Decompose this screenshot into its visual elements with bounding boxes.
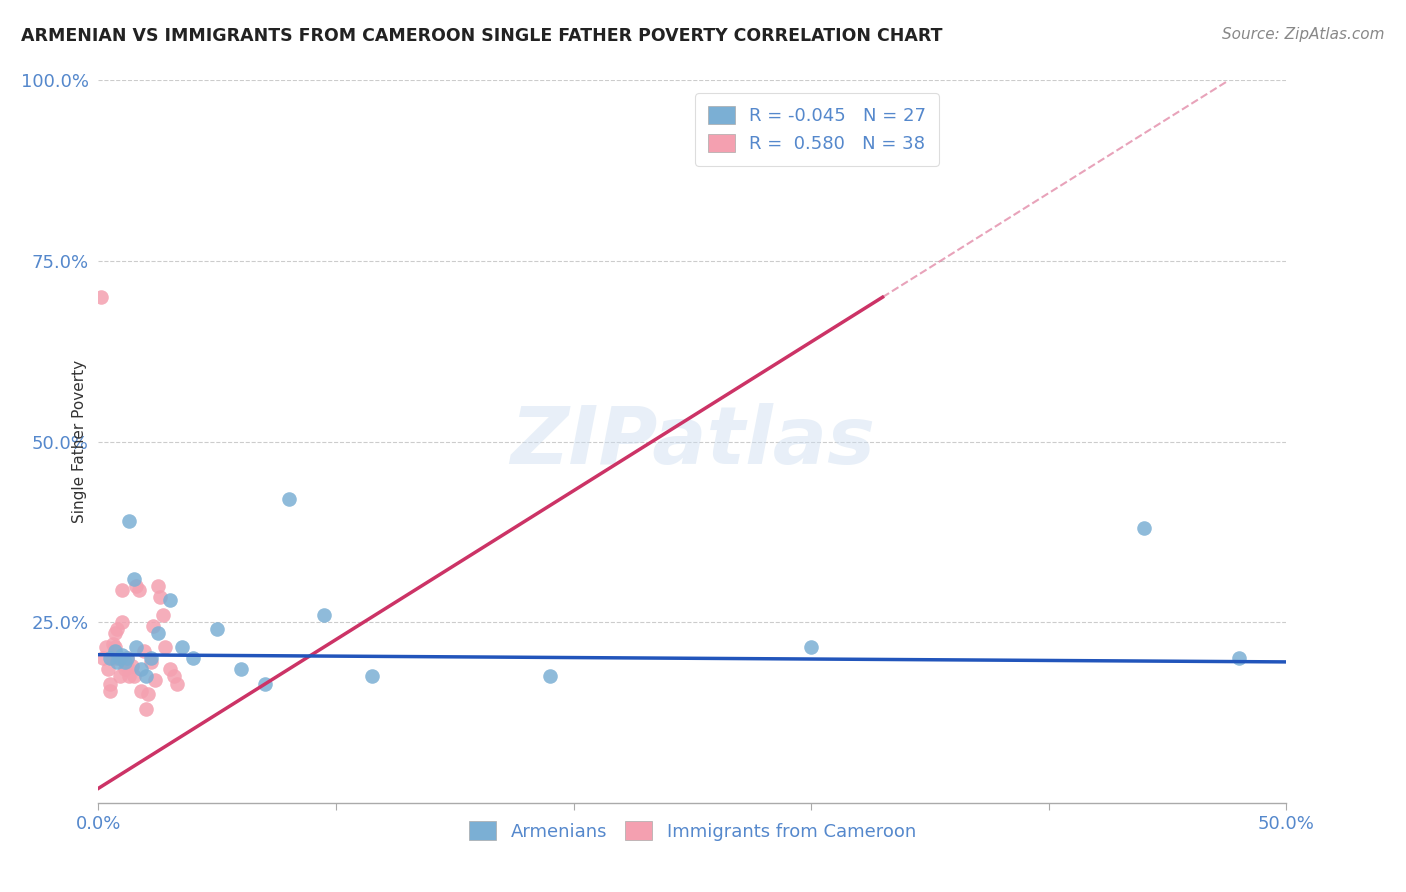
Point (153, 640, 176, 655)
Point (146, 626, 169, 640)
Point (107, 623, 129, 637)
Point (142, 619, 165, 633)
Point (135, 702, 157, 716)
Point (166, 676, 188, 690)
Point (107, 655, 129, 669)
Point (101, 651, 124, 665)
Point (125, 640, 148, 655)
Point (104, 626, 127, 640)
Point (538, 669, 561, 683)
Point (207, 623, 229, 637)
Point (108, 651, 131, 665)
Point (183, 651, 205, 665)
Point (98, 651, 121, 665)
Point (115, 651, 138, 665)
Point (114, 662, 136, 676)
Point (98, 683, 121, 698)
Point (229, 662, 252, 676)
Point (132, 644, 155, 658)
Point (118, 669, 141, 683)
Point (129, 683, 152, 698)
Point (136, 687, 159, 701)
Point (1227, 651, 1250, 665)
Point (277, 492, 299, 507)
Point (149, 590, 172, 604)
Point (146, 579, 169, 593)
Point (253, 676, 276, 690)
Point (114, 655, 136, 669)
Point (122, 669, 145, 683)
Point (1133, 521, 1156, 535)
Point (91, 651, 114, 665)
Point (118, 514, 141, 528)
Point (101, 637, 124, 651)
Point (170, 640, 193, 655)
Point (98, 676, 121, 690)
Point (125, 579, 148, 593)
Point (360, 669, 382, 683)
Point (800, 640, 823, 655)
Point (129, 662, 152, 676)
Point (90, 290, 112, 304)
Point (128, 582, 150, 597)
Point (159, 662, 181, 676)
Point (108, 669, 131, 683)
Point (159, 593, 181, 607)
Point (111, 648, 134, 662)
Point (152, 607, 174, 622)
Point (115, 658, 138, 673)
Point (107, 651, 129, 665)
Point (104, 640, 127, 655)
Point (135, 669, 157, 683)
Point (121, 658, 143, 673)
Y-axis label: Single Father Poverty: Single Father Poverty (72, 360, 87, 523)
Point (122, 572, 145, 586)
Point (139, 651, 162, 665)
Point (163, 669, 186, 683)
Point (108, 651, 131, 665)
Legend: Armenians, Immigrants from Cameroon: Armenians, Immigrants from Cameroon (461, 814, 924, 848)
Point (111, 615, 134, 630)
Point (97, 662, 120, 676)
Point (94, 640, 117, 655)
Text: Source: ZipAtlas.com: Source: ZipAtlas.com (1222, 27, 1385, 42)
Point (145, 673, 167, 687)
Point (139, 655, 162, 669)
Text: ARMENIAN VS IMMIGRANTS FROM CAMEROON SINGLE FATHER POVERTY CORRELATION CHART: ARMENIAN VS IMMIGRANTS FROM CAMEROON SIN… (21, 27, 942, 45)
Point (104, 644, 127, 658)
Point (111, 582, 134, 597)
Point (115, 651, 138, 665)
Point (314, 607, 336, 622)
Text: ZIPatlas: ZIPatlas (510, 402, 875, 481)
